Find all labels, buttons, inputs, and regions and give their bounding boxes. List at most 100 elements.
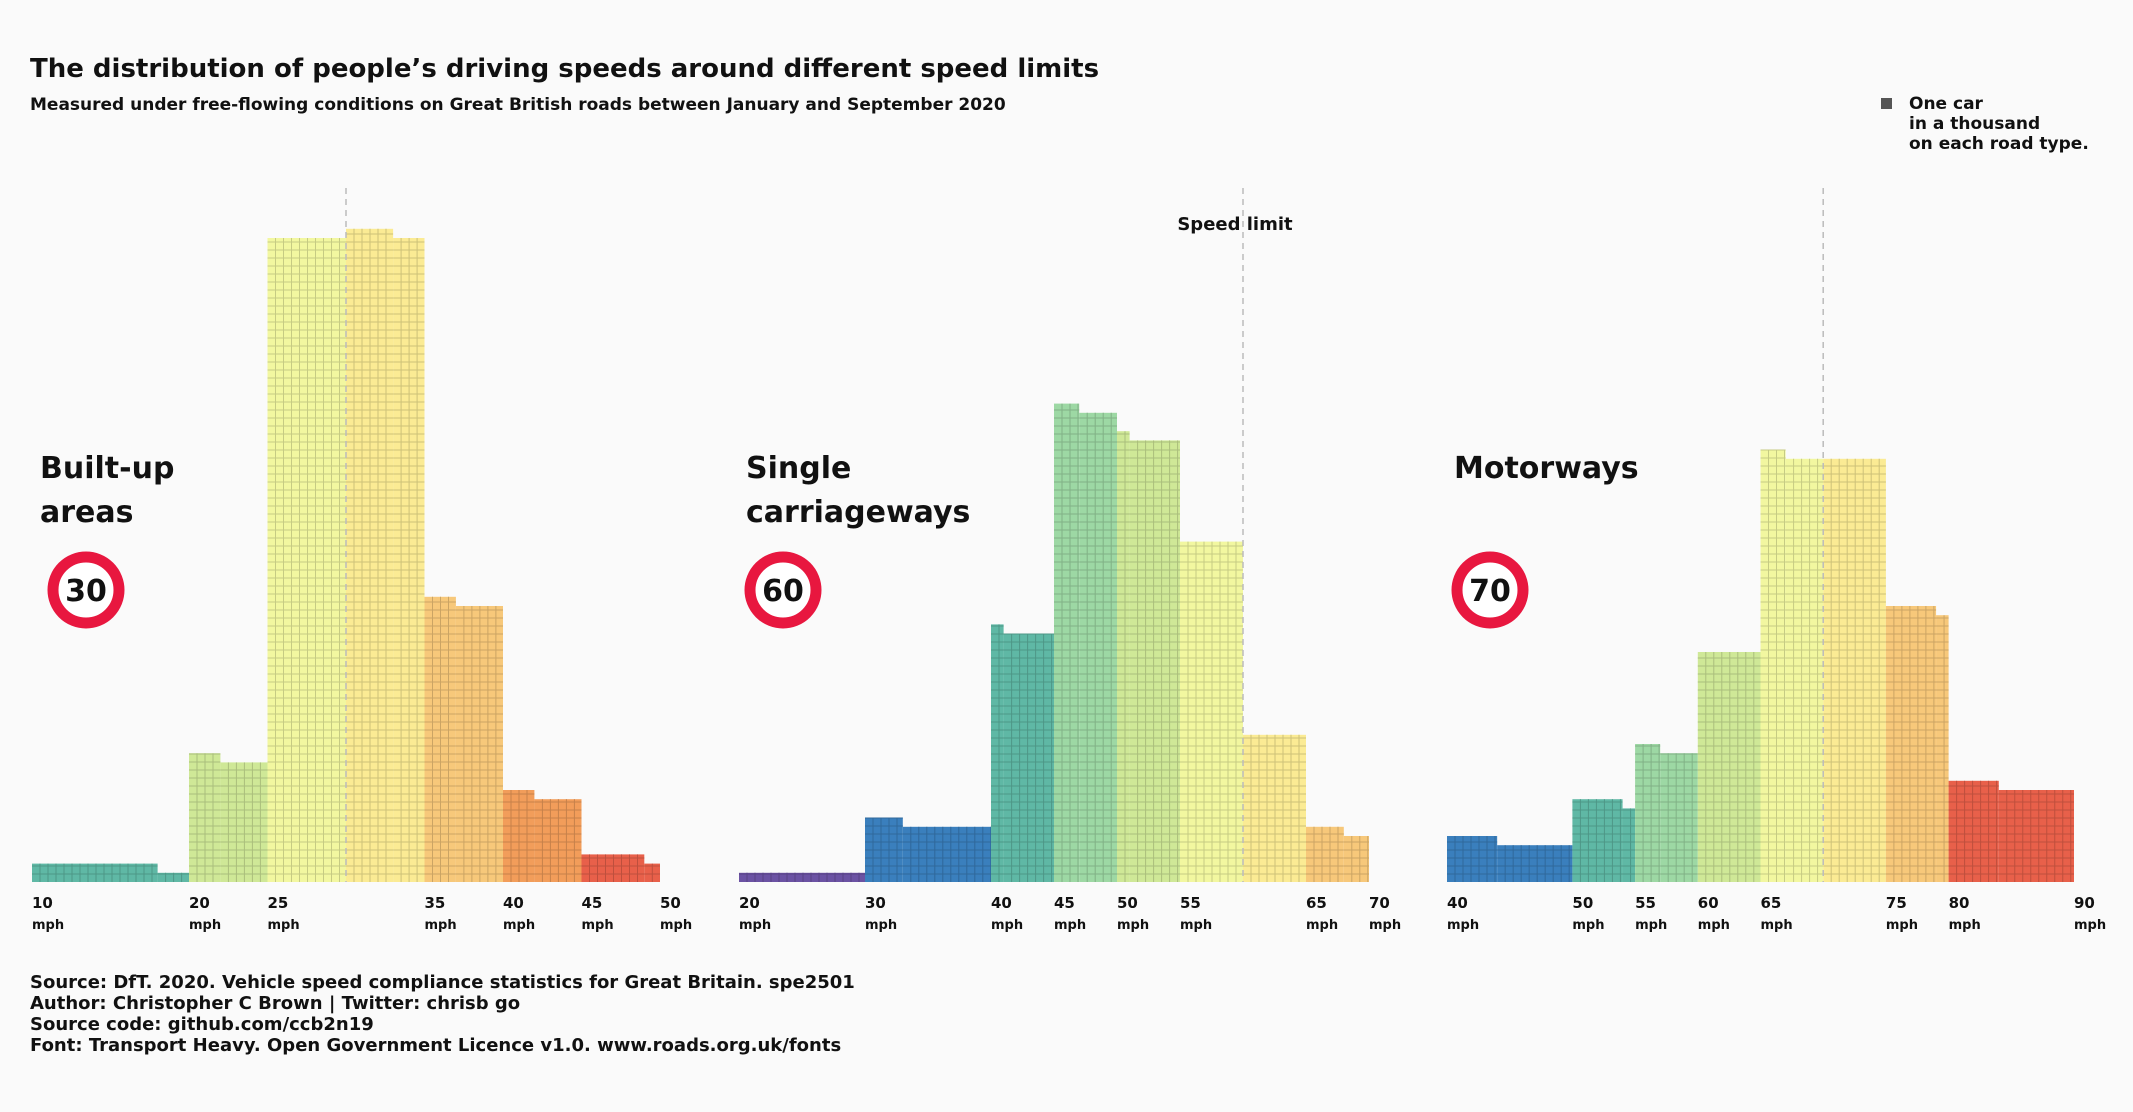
source-notes: Source: DfT. 2020. Vehicle speed complia… xyxy=(30,972,855,1056)
speed-limit-annotation: Speed limit xyxy=(1177,214,1293,235)
tick-unit: mph xyxy=(503,918,535,933)
tick-unit: mph xyxy=(1369,918,1401,933)
bar-grid xyxy=(1079,412,1117,882)
speed-limit-sign-icon: 30 xyxy=(47,551,125,629)
bar xyxy=(1635,744,1661,882)
speed-limit-sign-icon: 70 xyxy=(1451,551,1529,629)
bar-grid xyxy=(534,799,582,882)
panel-title: Built-up xyxy=(40,451,174,486)
tick-label: 70 xyxy=(1369,894,1390,912)
bar xyxy=(32,863,158,882)
tick-unit: mph xyxy=(865,918,897,933)
tick-label: 50 xyxy=(1572,894,1593,912)
bar-grid xyxy=(1760,449,1786,882)
bar-grid xyxy=(1003,633,1054,882)
bar-grid xyxy=(455,606,503,882)
bar-grid xyxy=(1823,458,1886,882)
legend-line-2: in a thousand xyxy=(1909,114,2040,134)
bar-grid xyxy=(32,863,158,882)
bar-grid xyxy=(1622,808,1636,882)
bar-grid xyxy=(1572,799,1623,882)
tick-unit: mph xyxy=(2074,918,2106,933)
bar-grid xyxy=(424,596,456,882)
bar-grid xyxy=(1635,744,1661,882)
panel-title: areas xyxy=(40,495,134,530)
tick-label: 45 xyxy=(1054,894,1075,912)
speed-limit-sign-icon: 60 xyxy=(744,551,822,629)
bar-grid xyxy=(1948,780,1999,882)
tick-label: 65 xyxy=(1761,894,1782,912)
tick-label: 10 xyxy=(32,894,53,912)
tick-label: 40 xyxy=(1447,894,1468,912)
bar xyxy=(1697,652,1761,882)
tick-label: 80 xyxy=(1949,894,1970,912)
tick-unit: mph xyxy=(991,918,1023,933)
bar-grid xyxy=(1117,431,1130,882)
legend-line-1: One car xyxy=(1909,94,1984,114)
tick-unit: mph xyxy=(1698,918,1730,933)
tick-unit: mph xyxy=(1886,918,1918,933)
bar-grid xyxy=(991,624,1004,882)
bar-grid xyxy=(1129,440,1180,882)
tick-label: 20 xyxy=(189,894,210,912)
tick-label: 55 xyxy=(1180,894,1201,912)
bar xyxy=(1622,808,1636,882)
source-line: Source: DfT. 2020. Vehicle speed complia… xyxy=(30,972,855,993)
tick-unit: mph xyxy=(1054,918,1086,933)
bar-grid xyxy=(189,753,221,882)
tick-unit: mph xyxy=(1447,918,1479,933)
panel-title: Motorways xyxy=(1454,451,1639,486)
sign-number: 70 xyxy=(1469,574,1511,609)
tick-unit: mph xyxy=(189,918,221,933)
panel-1: 10 mph 20 mph 25 mph 35 mph 40 mph 45 mph 50 mph Built… xyxy=(32,188,692,933)
sign-ring xyxy=(1451,551,1529,629)
sign-ring xyxy=(47,551,125,629)
bar-grid xyxy=(1936,615,1949,882)
bar-grid xyxy=(220,762,268,882)
bar xyxy=(1998,790,2074,882)
tick-unit: mph xyxy=(582,918,614,933)
bar xyxy=(1343,836,1369,882)
bar xyxy=(1117,431,1130,882)
legend-line-3: on each road type. xyxy=(1909,134,2089,154)
bar-grid xyxy=(1497,845,1573,882)
bar-grid xyxy=(503,790,535,882)
tick-unit: mph xyxy=(660,918,692,933)
tick-unit: mph xyxy=(1180,918,1212,933)
author-line: Author: Christopher C Brown | Twitter: c… xyxy=(30,993,520,1014)
panel-title: carriageways xyxy=(746,495,970,530)
bar-grid xyxy=(1660,753,1698,882)
sign-number: 60 xyxy=(762,574,804,609)
tick-label: 20 xyxy=(739,894,760,912)
bar-grid xyxy=(1785,458,1824,882)
bar-grid xyxy=(739,872,865,882)
tick-label: 90 xyxy=(2074,894,2095,912)
bar-grid xyxy=(581,854,645,882)
panel-2: Speed limit 20 mph 30 mph 40 mph 45 mph 50 mph 55 mp… xyxy=(739,188,1401,933)
sign-ring xyxy=(744,551,822,629)
source-code-line: Source code: github.com/ccb2n19 xyxy=(30,1014,374,1035)
bar xyxy=(267,238,346,882)
tick-unit: mph xyxy=(1306,918,1338,933)
tick-unit: mph xyxy=(739,918,771,933)
tick-label: 60 xyxy=(1698,894,1719,912)
bar-grid xyxy=(346,228,394,882)
bar-grid xyxy=(865,817,903,882)
tick-label: 55 xyxy=(1635,894,1656,912)
font-line: Font: Transport Heavy. Open Government L… xyxy=(30,1035,841,1056)
bar xyxy=(991,624,1004,882)
bar xyxy=(1785,458,1824,882)
chart-subtitle: Measured under free-flowing conditions o… xyxy=(30,95,1006,115)
tick-unit: mph xyxy=(1572,918,1604,933)
legend: One car in a thousand on each road type. xyxy=(1881,94,2089,154)
tick-unit: mph xyxy=(1635,918,1667,933)
bar-grid xyxy=(1054,403,1080,882)
bar-grid xyxy=(902,826,992,882)
bar-grid xyxy=(1998,790,2074,882)
bar xyxy=(1497,845,1573,882)
tick-label: 40 xyxy=(503,894,524,912)
tick-label: 50 xyxy=(660,894,681,912)
tick-unit: mph xyxy=(32,918,64,933)
bar-grid xyxy=(1343,836,1369,882)
